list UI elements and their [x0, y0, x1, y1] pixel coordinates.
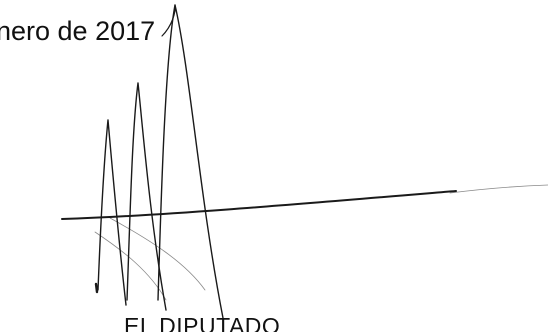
- signature-hook: [161, 4, 176, 37]
- signature-loop-3: [157, 4, 224, 319]
- signature-faint-tail: [449, 184, 548, 194]
- signature-loop-1: [97, 119, 127, 306]
- signature-horizontal-stroke: [61, 190, 457, 220]
- signature-faint-diagonal-2: [94, 231, 167, 301]
- signature-loop-2: [126, 82, 167, 311]
- signature-dot: [94, 282, 99, 294]
- signature-faint-diagonal-1: [109, 217, 206, 291]
- date-text: nero de 2017: [0, 16, 156, 46]
- signatory-title: EL DIPUTADO: [124, 313, 281, 332]
